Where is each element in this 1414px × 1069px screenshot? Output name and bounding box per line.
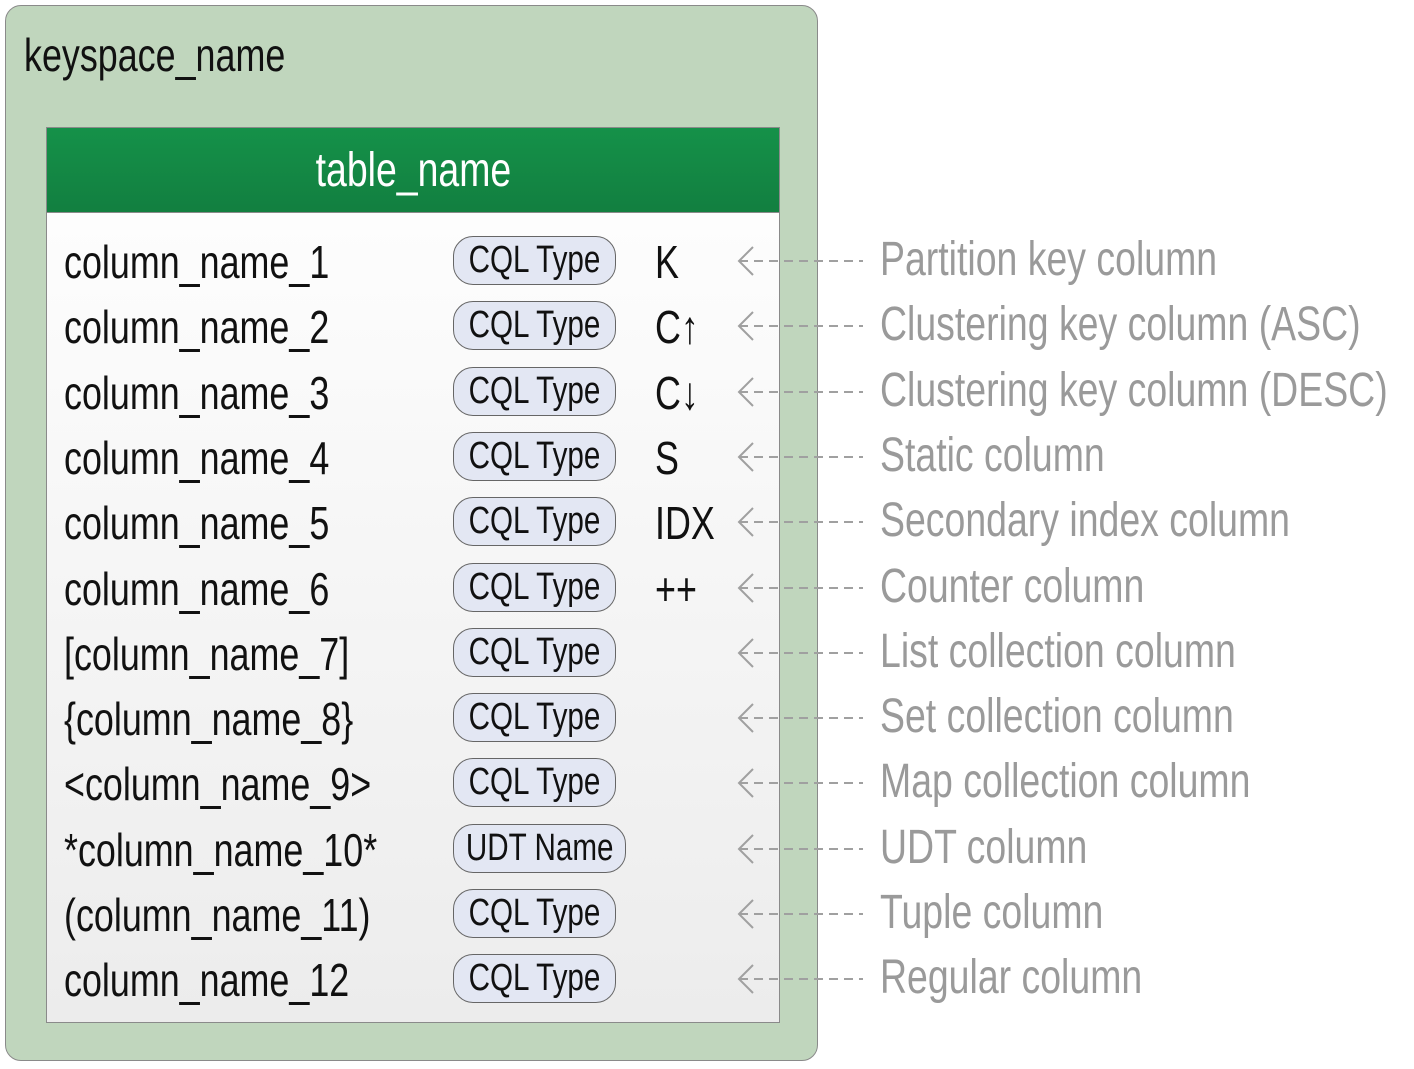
- type-badge: CQL Type: [453, 236, 616, 285]
- column-name: column_name_5: [64, 497, 330, 550]
- legend-label: UDT column: [880, 820, 1088, 874]
- column-name: column_name_1: [64, 236, 330, 288]
- dashed-arrow-icon: [737, 442, 863, 472]
- column-name: <column_name_9>: [64, 758, 372, 811]
- column-name: {column_name_8}: [64, 693, 354, 746]
- column-name: column_name_3: [64, 366, 330, 419]
- column-name: [column_name_7]: [64, 627, 350, 680]
- table-row: [column_name_7] CQL Type List collection …: [0, 621, 1414, 686]
- legend-label: Set collection column: [880, 690, 1234, 744]
- dashed-arrow-icon: [737, 768, 863, 799]
- table-row: column_name_2 CQL Type C↑ Clustering key c…: [0, 294, 1414, 359]
- table-row: column_name_12 CQL Type Regular column: [0, 947, 1414, 1012]
- legend-label: Regular column: [880, 951, 1143, 1005]
- type-badge: CQL Type: [453, 497, 616, 547]
- table-row: column_name_6 CQL Type ++ Counter column: [0, 556, 1414, 621]
- legend-label: Clustering key column (DESC): [880, 363, 1388, 417]
- legend-label: List collection column: [880, 624, 1236, 678]
- dashed-arrow-icon: [737, 964, 863, 995]
- table-header: table_name: [47, 128, 779, 213]
- type-badge: UDT Name: [453, 823, 626, 873]
- table-row: <column_name_9> CQL Type Map collection c…: [0, 751, 1414, 816]
- table-row: column_name_5 CQL Type IDX Secondary index…: [0, 490, 1414, 555]
- table-row: (column_name_11) CQL Type Tuple column: [0, 882, 1414, 947]
- legend-label: Tuple column: [880, 886, 1104, 939]
- type-badge: CQL Type: [453, 693, 616, 743]
- type-badge: CQL Type: [453, 562, 616, 612]
- column-marker: C↑: [655, 301, 699, 354]
- dashed-arrow-icon: [737, 833, 863, 864]
- dashed-arrow-icon: [737, 376, 863, 407]
- type-badge: CQL Type: [453, 889, 616, 938]
- type-badge: CQL Type: [453, 954, 616, 1004]
- column-marker: IDX: [655, 497, 715, 550]
- dashed-arrow-icon: [737, 703, 863, 733]
- legend-label: Clustering key column (ASC): [880, 298, 1361, 352]
- type-badge: CQL Type: [453, 627, 616, 677]
- column-marker: S: [655, 431, 679, 484]
- type-badge: CQL Type: [453, 301, 616, 351]
- legend-label: Counter column: [880, 559, 1145, 613]
- legend-label: Map collection column: [880, 755, 1251, 809]
- dashed-arrow-icon: [737, 899, 863, 929]
- table-row: column_name_3 CQL Type C↓ Clustering key c…: [0, 360, 1414, 425]
- table-row: column_name_1 CQL Type K Partition key col…: [0, 229, 1414, 294]
- type-badge: CQL Type: [453, 431, 616, 481]
- column-name: column_name_2: [64, 301, 330, 354]
- keyspace-title: keyspace_name: [24, 29, 286, 81]
- legend-label: Static column: [880, 428, 1105, 482]
- column-name: column_name_6: [64, 562, 330, 615]
- dashed-arrow-icon: [737, 638, 863, 668]
- table-row: *column_name_10* UDT Name UDT column: [0, 817, 1414, 882]
- column-marker: K: [655, 236, 679, 288]
- column-name: column_name_12: [64, 954, 350, 1007]
- table-row: {column_name_8} CQL Type Set collection c…: [0, 686, 1414, 751]
- column-name: (column_name_11): [64, 889, 371, 941]
- column-marker: C↓: [655, 366, 699, 419]
- type-badge: CQL Type: [453, 366, 616, 416]
- column-name: *column_name_10*: [64, 823, 378, 876]
- table-title: table_name: [315, 143, 511, 197]
- type-badge: CQL Type: [453, 758, 616, 808]
- column-marker: ++: [655, 562, 697, 615]
- column-name: column_name_4: [64, 431, 330, 484]
- dashed-arrow-icon: [737, 311, 863, 342]
- table-row: column_name_4 CQL Type S Static column: [0, 425, 1414, 490]
- table-box: table_name: [46, 127, 780, 1023]
- dashed-arrow-icon: [737, 572, 863, 603]
- legend-label: Secondary index column: [880, 494, 1290, 548]
- dashed-arrow-icon: [737, 507, 863, 537]
- dashed-arrow-icon: [737, 246, 863, 276]
- legend-label: Partition key column: [880, 233, 1218, 286]
